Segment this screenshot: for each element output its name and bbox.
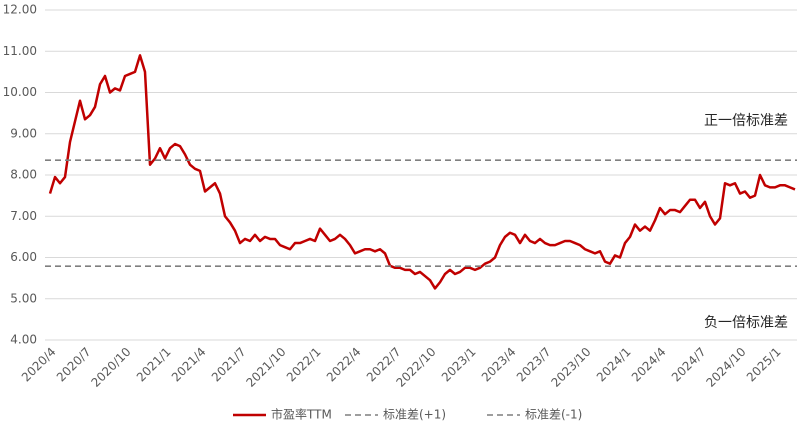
x-tick-label: 2023/1 bbox=[439, 345, 479, 385]
x-tick-label: 2023/4 bbox=[479, 345, 519, 385]
annotation: 负一倍标准差 bbox=[704, 315, 788, 331]
x-tick-label: 2020/7 bbox=[54, 345, 94, 385]
y-tick-label: 10.00 bbox=[3, 85, 37, 99]
x-tick-label: 2022/4 bbox=[324, 345, 364, 385]
x-tick-label: 2020/10 bbox=[88, 345, 133, 390]
y-tick-label: 8.00 bbox=[10, 168, 37, 182]
x-tick-label: 2022/1 bbox=[284, 345, 324, 385]
y-tick-label: 4.00 bbox=[10, 333, 37, 347]
x-tick-label: 2021/7 bbox=[209, 345, 249, 385]
y-tick-label: 9.00 bbox=[10, 126, 37, 140]
x-tick-label: 2021/10 bbox=[243, 345, 288, 390]
y-tick-label: 12.00 bbox=[3, 3, 37, 17]
x-tick-label: 2024/10 bbox=[703, 345, 748, 390]
legend-label: 标准差(+1) bbox=[383, 408, 446, 422]
y-tick-label: 7.00 bbox=[10, 209, 37, 223]
y-tick-label: 5.00 bbox=[10, 291, 37, 305]
legend-label: 市盈率TTM bbox=[271, 407, 332, 422]
x-tick-label: 2021/4 bbox=[169, 345, 209, 385]
x-tick-label: 2021/1 bbox=[134, 345, 174, 385]
x-tick-label: 2020/4 bbox=[19, 345, 59, 385]
x-tick-label: 2023/10 bbox=[548, 345, 593, 390]
annotation: 正一倍标准差 bbox=[704, 113, 788, 129]
x-tick-label: 2023/7 bbox=[514, 345, 554, 385]
y-tick-label: 11.00 bbox=[3, 44, 37, 58]
x-tick-label: 2024/7 bbox=[669, 345, 709, 385]
x-tick-label: 2024/4 bbox=[629, 345, 669, 385]
x-tick-label: 2024/1 bbox=[594, 345, 634, 385]
legend-label: 标准差(-1) bbox=[525, 408, 582, 422]
y-tick-label: 6.00 bbox=[10, 250, 37, 264]
data-line bbox=[48, 54, 796, 290]
x-tick-label: 2025/1 bbox=[744, 345, 784, 385]
